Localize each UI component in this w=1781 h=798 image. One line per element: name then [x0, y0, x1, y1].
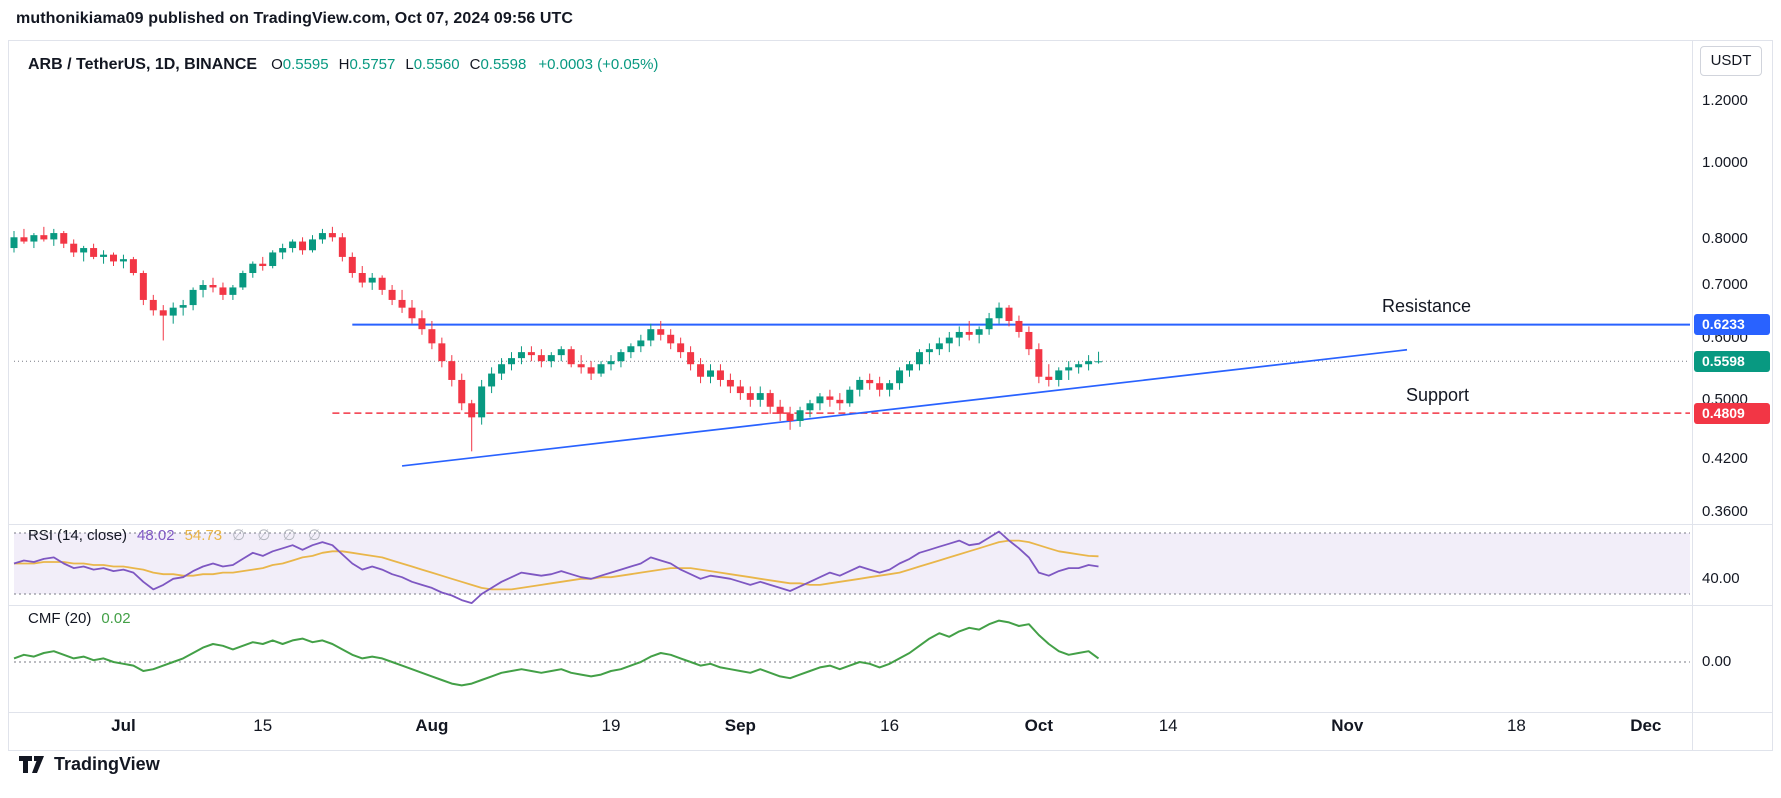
currency-toggle-button[interactable]: USDT — [1700, 46, 1762, 76]
rsi-indicator-legend: RSI (14, close) 48.02 54.73 ∅ ∅ ∅ ∅ — [28, 526, 325, 544]
cmf-title: CMF (20) — [28, 610, 92, 627]
ohlc-low-letter: L — [405, 56, 414, 73]
ohlc-open-value: 0.5595 — [282, 56, 329, 73]
ohlc-close: C0.5598 — [470, 56, 527, 73]
ohlc-close-letter: C — [469, 56, 481, 73]
ohlc-high-value: 0.5757 — [349, 56, 396, 73]
ohlc-high-letter: H — [338, 56, 350, 73]
attribution-header: muthonikiama09 published on TradingView.… — [16, 10, 574, 27]
ohlc-low-value: 0.5560 — [413, 56, 460, 73]
ohlc-open-letter: O — [271, 56, 283, 73]
rsi-empty-values: ∅ ∅ ∅ ∅ — [232, 527, 325, 544]
ohlc-close-value: 0.5598 — [480, 56, 527, 73]
rsi-value: 48.02 — [137, 527, 175, 544]
cmf-indicator-legend: CMF (20) 0.02 — [28, 610, 131, 627]
support-label[interactable]: Support — [1406, 385, 1470, 405]
resistance-label[interactable]: Resistance — [1382, 296, 1472, 316]
cmf-value: 0.02 — [101, 610, 131, 627]
rsi-params: (14, close) — [57, 527, 128, 544]
symbol-legend: ARB / TetherUS, 1D, BINANCE O0.5595 H0.575… — [28, 56, 658, 74]
tradingview-logo-text: TradingView — [54, 754, 160, 774]
price-change: +0.0003 (+0.05%) — [538, 56, 659, 73]
symbol-title: ARB / TetherUS, 1D, BINANCE — [28, 56, 258, 73]
ohlc-low: L0.5560 — [405, 56, 459, 73]
rsi-title: RSI — [28, 527, 54, 544]
ohlc-high: H0.5757 — [339, 56, 396, 73]
tradingview-brand-link[interactable]: TradingView — [18, 754, 160, 775]
ohlc-open: O0.5595 — [271, 56, 329, 73]
tradingview-logo-icon — [19, 756, 44, 773]
rsi-ma-value: 54.73 — [184, 527, 223, 544]
